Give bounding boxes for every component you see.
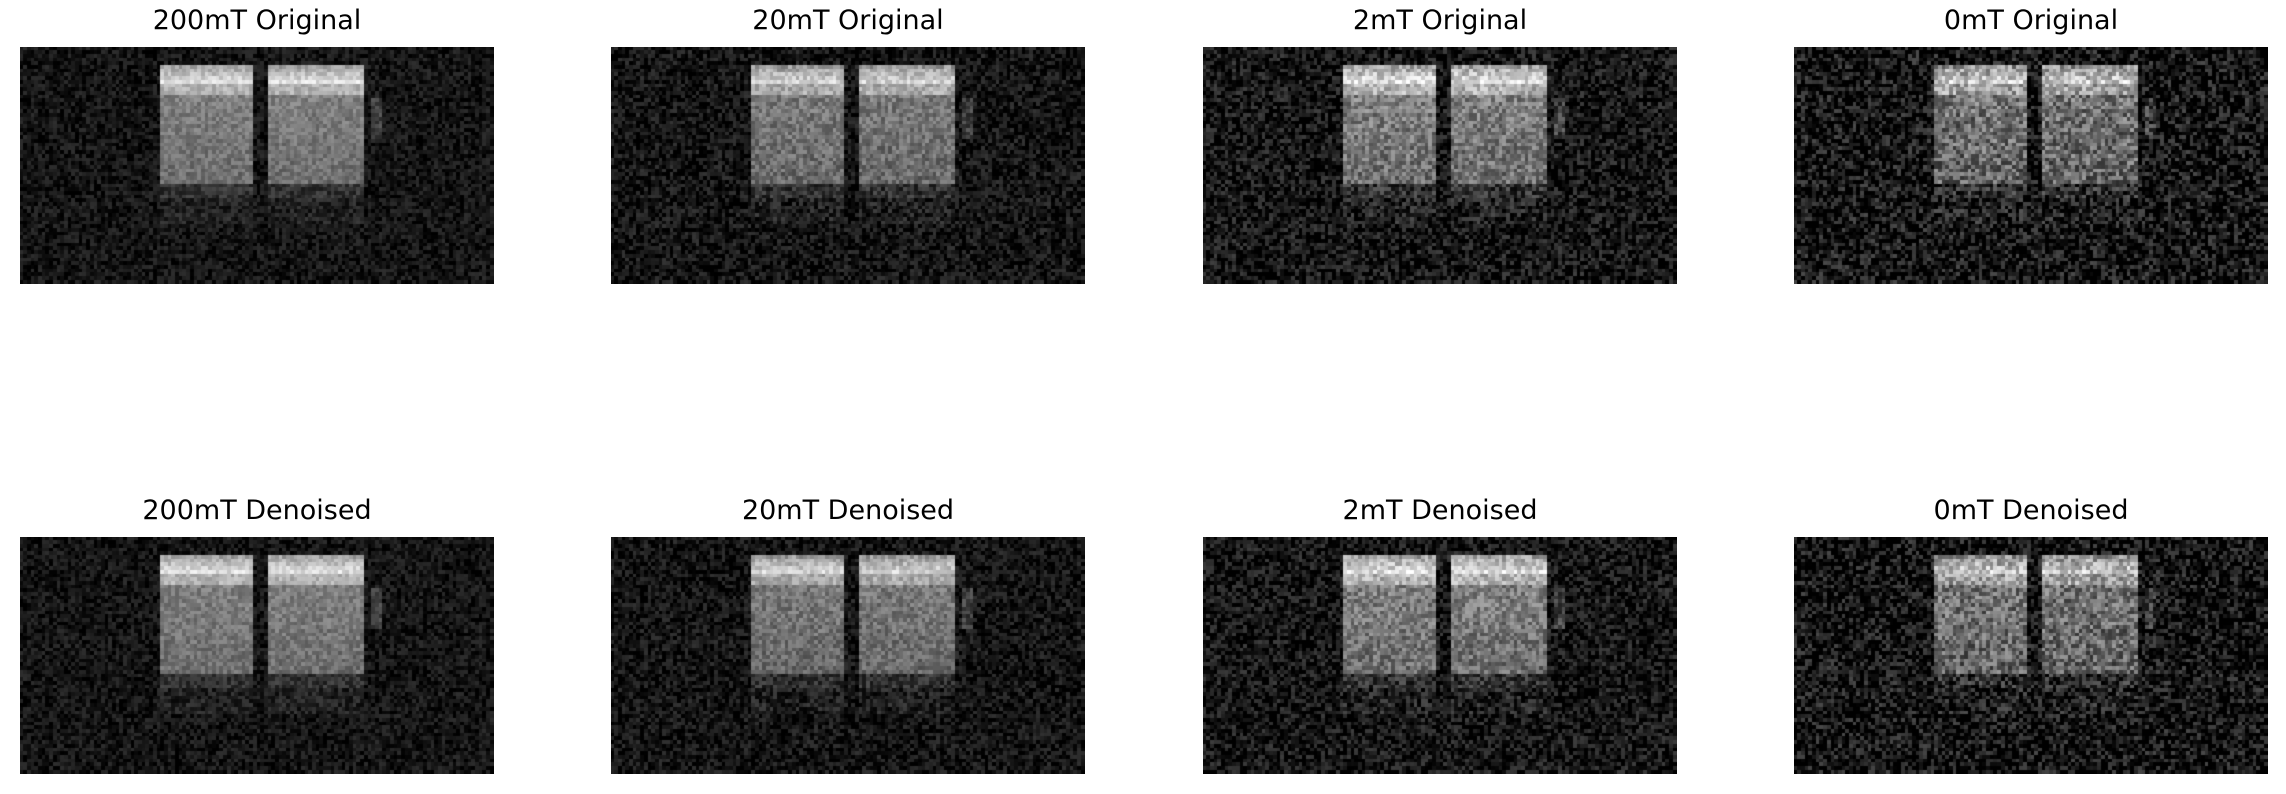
mri-image [20, 537, 494, 774]
panel-title: 20mT Denoised [741, 495, 955, 526]
panel-title: 0mT Denoised [1933, 495, 2129, 526]
mri-image [611, 537, 1085, 774]
mri-image [1794, 537, 2268, 774]
mri-image [1203, 47, 1677, 284]
panel-title: 200mT Denoised [142, 495, 372, 526]
panel-title: 2mT Denoised [1342, 495, 1538, 526]
mri-image [1203, 537, 1677, 774]
panel-title: 2mT Original [1352, 5, 1528, 36]
mri-image [20, 47, 494, 284]
panel-title: 20mT Original [752, 5, 944, 36]
panel-title: 0mT Original [1943, 5, 2119, 36]
panel-title: 200mT Original [152, 5, 362, 36]
mri-image [1794, 47, 2268, 284]
mri-image [611, 47, 1085, 284]
